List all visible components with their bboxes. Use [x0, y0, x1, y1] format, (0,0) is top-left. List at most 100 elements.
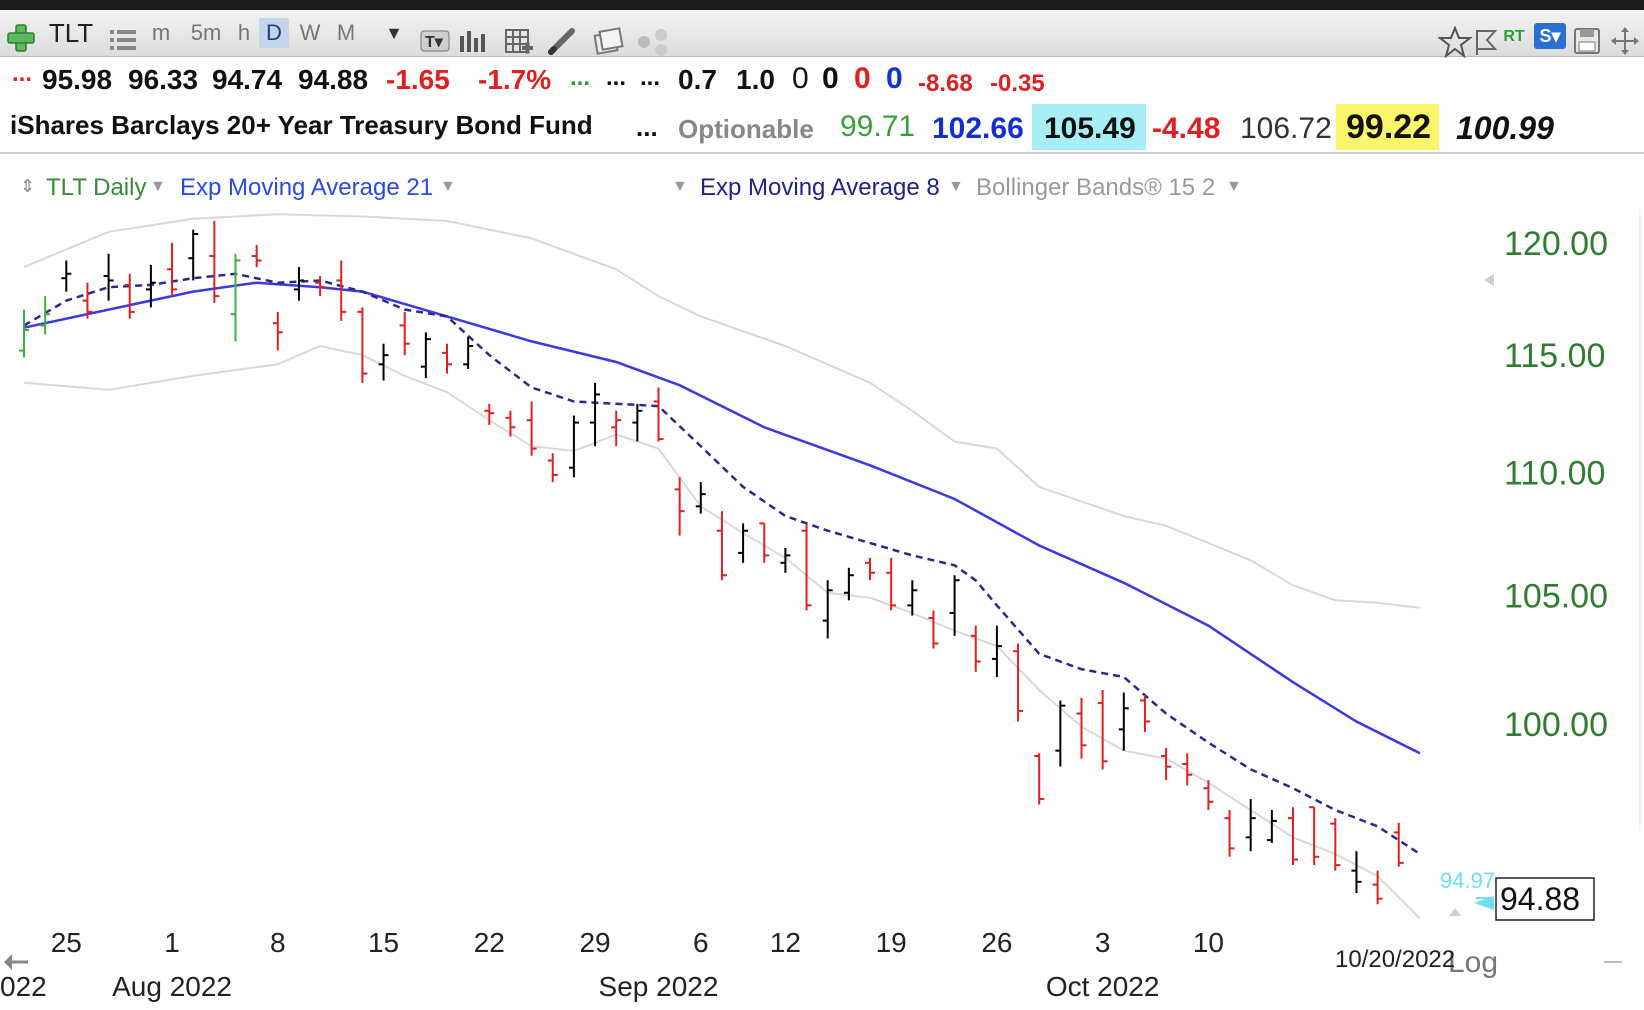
interval-m-monthly[interactable]: M — [336, 20, 356, 45]
notes-icon[interactable] — [592, 26, 624, 56]
ohlc-bar — [801, 523, 812, 611]
ohlc-bar — [568, 415, 579, 478]
study-ema21-dropdown-icon[interactable]: ▼ — [440, 178, 456, 195]
bar-chart-icon[interactable] — [458, 28, 486, 54]
study-ema8[interactable]: Exp Moving Average 8 — [700, 174, 940, 201]
fund-value-3: 105.49 — [1032, 104, 1146, 150]
price-pointer-icon — [1474, 896, 1494, 910]
ohlc-bar — [293, 267, 304, 301]
ohlc-bar — [843, 567, 854, 601]
ohlc-bar — [61, 260, 72, 292]
ohlc-bar — [949, 575, 960, 636]
interval-5m[interactable]: 5m — [190, 20, 222, 45]
interval-m[interactable]: m — [151, 20, 171, 45]
ohlc-bar — [1097, 689, 1108, 770]
study-bollinger[interactable]: Bollinger Bands® 15 2 — [976, 174, 1216, 201]
x-day-tick-label: 22 — [474, 927, 505, 958]
ohlc-bar — [1076, 697, 1087, 759]
add-symbol-icon[interactable] — [6, 23, 36, 53]
y-tick-label: 105.00 — [1504, 577, 1608, 615]
sort-icon[interactable]: ⇕ — [20, 176, 36, 196]
ohlc-bar — [695, 482, 706, 514]
quote-dots-black-2: ... — [640, 64, 661, 91]
move-icon[interactable] — [1610, 26, 1640, 56]
history-icon[interactable] — [4, 954, 28, 970]
x-day-tick-label: 12 — [770, 927, 801, 958]
interval-h[interactable]: h — [237, 20, 251, 45]
x-day-tick-label: 29 — [579, 927, 610, 958]
ohlc-bar — [716, 511, 727, 581]
study-ema21[interactable]: Exp Moving Average 21 — [180, 174, 434, 201]
y-tick-label: 110.00 — [1504, 454, 1605, 492]
ohlc-bar — [1351, 851, 1362, 894]
fund-value-5: 106.72 — [1240, 112, 1332, 145]
x-day-tick-label: 10 — [1193, 927, 1224, 958]
list-icon[interactable] — [110, 29, 136, 51]
y-tick-label: 115.00 — [1504, 337, 1605, 375]
quote-value-3: 0 — [792, 62, 809, 95]
ohlc-bar — [759, 522, 770, 563]
quote-value-4: 0 — [822, 62, 839, 95]
interval-w[interactable]: W — [299, 20, 321, 45]
x-day-tick-label: 26 — [981, 927, 1012, 958]
x-month-label: Aug 2022 — [112, 971, 232, 1002]
star-icon[interactable] — [1438, 26, 1472, 58]
fund-value-2: 102.66 — [932, 112, 1024, 145]
ohlc-bar — [738, 523, 749, 563]
ohlc-bar — [251, 244, 262, 268]
name-dots: ... — [636, 112, 658, 142]
ohlc-bar — [1393, 822, 1404, 867]
study-bollinger-dropdown-icon[interactable]: ▼ — [1226, 178, 1242, 195]
x-month-label: 022 — [0, 971, 47, 1002]
y-tick-label: 120.00 — [1504, 225, 1608, 263]
ohlc-bar — [484, 403, 495, 425]
scroll-up-icon[interactable] — [1449, 908, 1461, 916]
quote-value-2: 1.0 — [736, 64, 775, 95]
ohlc-bar — [1034, 753, 1045, 805]
ohlc-bar — [1182, 753, 1193, 786]
study-ema8-dropdown-icon[interactable]: ▼ — [948, 178, 964, 195]
ohlc-bar — [526, 401, 537, 456]
s-badge[interactable]: S▾ — [1534, 23, 1566, 49]
quote-dots-black: ... — [606, 64, 627, 91]
study-main[interactable]: TLT Daily — [46, 174, 147, 201]
ohlc-bar — [1372, 870, 1383, 905]
quote-high: 96.33 — [128, 64, 199, 95]
ohlc-bar — [272, 311, 283, 351]
bollinger-lower-line — [23, 344, 1421, 920]
ohlc-bar — [1161, 747, 1172, 781]
y-tick-label: 100.00 — [1504, 706, 1608, 744]
rt-badge[interactable]: RT — [1503, 28, 1525, 45]
text-type-icon[interactable]: T▾ — [420, 30, 450, 52]
x-day-tick-label: 25 — [51, 927, 82, 958]
toolbar: TLT m 5m h D W M ▼ T▾ RT S▾ — [0, 10, 1644, 58]
quote-close: 94.88 — [298, 64, 369, 95]
quote-value-6: 0 — [886, 62, 903, 95]
log-scale-toggle[interactable]: Log — [1448, 946, 1498, 979]
ohlc-bar — [1118, 692, 1129, 751]
x-day-tick-label: 6 — [693, 927, 709, 958]
pencil-icon[interactable] — [546, 26, 576, 56]
interval-dropdown-icon[interactable]: ▼ — [385, 23, 403, 43]
ohlc-bar — [822, 580, 833, 639]
share-icon[interactable] — [636, 28, 670, 56]
study-ema8-pre-dropdown-icon[interactable]: ▼ — [672, 178, 688, 195]
symbol-label[interactable]: TLT — [48, 18, 94, 48]
study-main-dropdown-icon[interactable]: ▼ — [150, 178, 166, 195]
ohlc-bar — [653, 387, 664, 442]
ohlc-bar — [378, 343, 389, 381]
quote-change: -1.65 — [386, 64, 450, 95]
grid-add-icon[interactable] — [504, 28, 534, 56]
ohlc-bar — [674, 477, 685, 536]
last-price-label: 94.88 — [1500, 881, 1580, 917]
price-chart[interactable]: 120.00 115.00 110.00 105.00 100.00 94.88 94.… — [0, 210, 1644, 1010]
interval-d[interactable]: D — [259, 18, 289, 48]
x-month-label: Sep 2022 — [599, 971, 719, 1002]
ohlc-bar — [315, 275, 326, 297]
save-icon[interactable] — [1572, 26, 1602, 56]
current-date-label: 10/20/2022 — [1335, 946, 1455, 973]
flag-icon[interactable] — [1474, 28, 1498, 56]
ohlc-bar — [336, 260, 347, 321]
price-axis: 120.00 115.00 110.00 105.00 100.00 — [1504, 225, 1608, 744]
ohlc-bar — [505, 410, 516, 437]
